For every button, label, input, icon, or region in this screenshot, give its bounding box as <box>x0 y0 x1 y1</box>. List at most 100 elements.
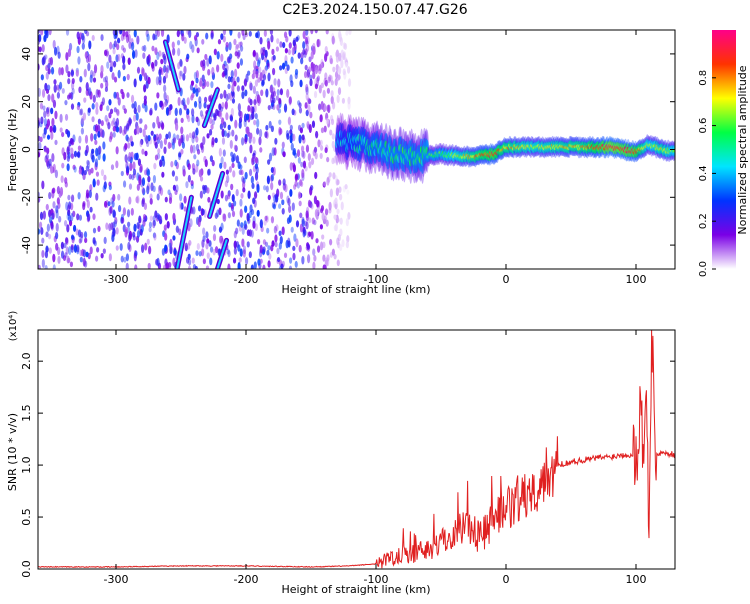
colorbar: 0.0 0.2 0.4 0.6 0.8 Normalized spectral ampl… <box>698 30 749 277</box>
noise-speck <box>319 241 324 251</box>
noise-speck <box>263 185 267 191</box>
noise-speck <box>256 127 260 135</box>
noise-speck <box>239 248 243 257</box>
noise-speck <box>202 258 206 265</box>
noise-speck <box>199 190 203 199</box>
noise-speck <box>77 145 82 151</box>
noise-speck <box>117 37 121 44</box>
noise-speck <box>239 208 243 218</box>
noise-speck <box>173 248 177 255</box>
noise-speck <box>152 33 156 41</box>
noise-speck <box>219 93 223 100</box>
noise-speck <box>255 52 259 62</box>
noise-speck <box>237 103 241 112</box>
noise-speck <box>210 124 214 130</box>
noise-speck <box>292 245 296 252</box>
noise-speck <box>154 59 158 67</box>
noise-speck <box>206 238 210 244</box>
noise-speck <box>259 147 263 153</box>
noise-speck <box>304 36 309 45</box>
streak-core <box>176 196 193 269</box>
noise-speck <box>256 183 260 193</box>
noise-speck <box>276 247 280 255</box>
noise-speck <box>272 54 276 61</box>
noise-speck <box>141 68 145 77</box>
noise-speck <box>160 122 165 130</box>
noise-speck <box>302 41 306 50</box>
noise-speck <box>329 57 334 65</box>
noise-speck <box>198 96 202 104</box>
noise-speck <box>158 50 162 57</box>
snr-y-ticks: 0.0 0.5 1.0 1.5 2.0 <box>20 352 675 578</box>
noise-speck <box>172 235 176 241</box>
streak-core <box>203 88 219 127</box>
noise-speck <box>304 64 308 71</box>
noise-speck <box>249 105 254 114</box>
noise-speck <box>284 60 288 67</box>
noise-speck <box>130 207 134 216</box>
noise-speck <box>302 228 306 238</box>
noise-speck <box>278 126 282 136</box>
noise-speck <box>339 193 343 201</box>
noise-speck <box>224 101 228 110</box>
noise-speck <box>223 89 227 99</box>
noise-speck <box>195 163 199 173</box>
noise-speck <box>297 191 302 200</box>
noise-speck <box>205 32 209 40</box>
noise-speck <box>218 207 222 216</box>
noise-speck <box>242 180 246 190</box>
noise-speck <box>254 156 259 164</box>
noise-speck <box>134 250 138 257</box>
noise-speck <box>154 102 158 111</box>
noise-speck <box>60 241 65 250</box>
noise-speck <box>115 126 120 133</box>
noise-speck <box>52 39 56 49</box>
noise-speck <box>298 244 302 253</box>
noise-speck <box>288 30 292 37</box>
noise-speck <box>190 94 194 101</box>
noise-speck <box>335 187 339 197</box>
noise-speck <box>45 231 49 238</box>
noise-speck <box>301 218 305 228</box>
noise-speck <box>332 101 336 110</box>
noise-speck <box>76 244 80 253</box>
noise-speck <box>63 242 67 249</box>
noise-speck <box>172 184 177 191</box>
noise-speck <box>100 169 105 177</box>
noise-speck <box>84 237 88 244</box>
noise-speck <box>102 141 106 150</box>
noise-speck <box>206 133 210 139</box>
noise-speck <box>67 194 71 201</box>
noise-speck <box>78 108 83 116</box>
noise-speck <box>133 107 137 115</box>
noise-speck <box>70 234 75 240</box>
noise-speck <box>78 238 82 244</box>
noise-speck <box>111 72 115 81</box>
noise-speck <box>146 55 150 65</box>
noise-speck <box>310 230 314 240</box>
noise-speck <box>236 219 240 227</box>
noise-speck <box>259 244 263 254</box>
noise-speck <box>212 248 216 256</box>
noise-speck <box>113 220 118 228</box>
noise-speck <box>143 95 147 101</box>
noise-speck <box>187 253 191 260</box>
noise-speck <box>211 118 215 126</box>
noise-speck <box>127 241 131 251</box>
noise-speck <box>44 82 48 91</box>
noise-speck <box>241 137 245 146</box>
noise-speck <box>51 93 55 103</box>
noise-speck <box>183 206 187 212</box>
noise-speck <box>64 113 69 121</box>
noise-speck <box>233 68 238 78</box>
noise-speck <box>254 113 258 120</box>
noise-speck <box>133 128 138 136</box>
noise-speck <box>87 108 91 117</box>
noise-speck <box>239 58 244 66</box>
noise-speck <box>298 200 302 207</box>
noise-speck <box>105 222 109 230</box>
noise-speck <box>306 121 310 129</box>
noise-speck <box>278 230 282 237</box>
noise-speck <box>111 200 115 208</box>
